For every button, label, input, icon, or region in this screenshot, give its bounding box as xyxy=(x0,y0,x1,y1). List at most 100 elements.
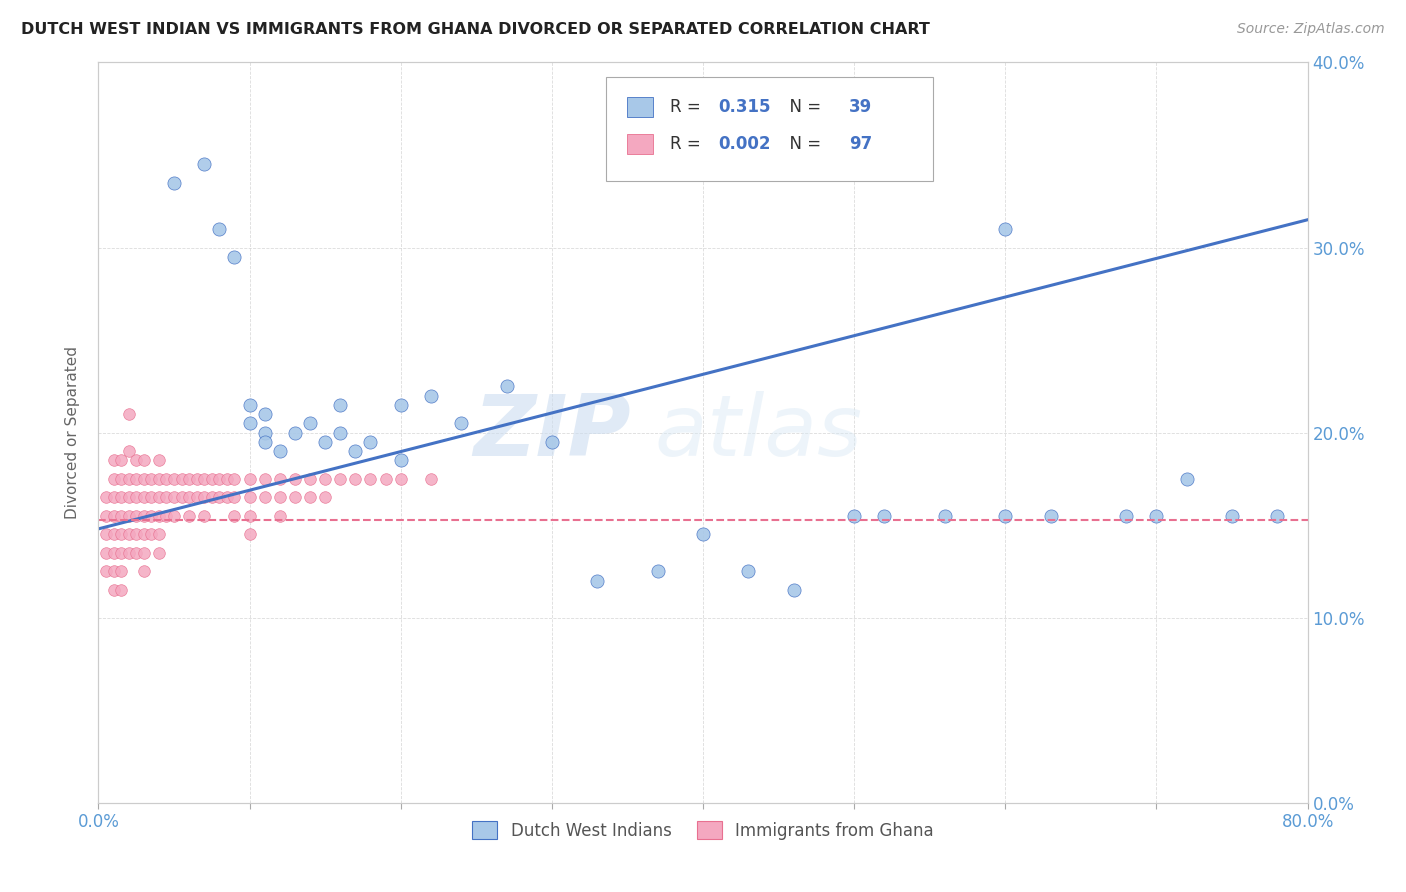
Point xyxy=(314,491,336,505)
Point xyxy=(103,546,125,560)
Point xyxy=(179,472,201,486)
Point xyxy=(647,565,669,579)
Point xyxy=(208,472,231,486)
Point xyxy=(110,565,132,579)
Point xyxy=(125,472,148,486)
Point xyxy=(329,425,352,440)
Point xyxy=(148,546,170,560)
Legend: Dutch West Indians, Immigrants from Ghana: Dutch West Indians, Immigrants from Ghan… xyxy=(465,814,941,847)
Point xyxy=(329,398,352,412)
Point xyxy=(1175,472,1198,486)
Point xyxy=(692,527,714,541)
Point xyxy=(148,527,170,541)
Point xyxy=(1220,508,1243,523)
Point xyxy=(201,472,224,486)
Point xyxy=(269,491,291,505)
Point xyxy=(994,508,1017,523)
Point xyxy=(118,472,141,486)
Point xyxy=(118,491,141,505)
Point xyxy=(141,491,163,505)
Point xyxy=(374,472,396,486)
Point xyxy=(208,491,231,505)
Point xyxy=(118,444,141,458)
Point xyxy=(170,472,193,486)
Point xyxy=(110,491,132,505)
Point xyxy=(125,527,148,541)
Point xyxy=(873,508,896,523)
Point xyxy=(186,491,208,505)
Point xyxy=(269,472,291,486)
Text: atlas: atlas xyxy=(655,391,863,475)
Point xyxy=(118,508,141,523)
Point xyxy=(208,222,231,236)
Point xyxy=(125,508,148,523)
Point xyxy=(844,508,866,523)
Point xyxy=(179,491,201,505)
Point xyxy=(239,398,262,412)
Point xyxy=(253,425,276,440)
Point xyxy=(253,407,276,421)
Point xyxy=(103,565,125,579)
Point xyxy=(420,472,443,486)
Text: Source: ZipAtlas.com: Source: ZipAtlas.com xyxy=(1237,22,1385,37)
Point xyxy=(193,508,215,523)
Point xyxy=(224,491,246,505)
Point xyxy=(132,453,155,467)
Point xyxy=(269,444,291,458)
Point xyxy=(389,472,412,486)
Point xyxy=(1144,508,1167,523)
Text: N =: N = xyxy=(779,135,827,153)
Point xyxy=(118,527,141,541)
Point xyxy=(269,508,291,523)
Point xyxy=(224,508,246,523)
Point xyxy=(163,176,186,190)
Point xyxy=(540,434,562,449)
Text: 97: 97 xyxy=(849,135,873,153)
Point xyxy=(148,508,170,523)
Point xyxy=(110,546,132,560)
Point xyxy=(110,472,132,486)
Point xyxy=(495,379,517,393)
Point xyxy=(344,444,367,458)
Point xyxy=(141,527,163,541)
Point xyxy=(148,472,170,486)
Text: 0.002: 0.002 xyxy=(718,135,772,153)
Point xyxy=(215,491,238,505)
Point xyxy=(239,491,262,505)
Point xyxy=(132,508,155,523)
Point xyxy=(1115,508,1137,523)
Point xyxy=(118,546,141,560)
Point xyxy=(253,491,276,505)
Point xyxy=(239,508,262,523)
Point xyxy=(155,508,177,523)
Point xyxy=(103,527,125,541)
Point xyxy=(125,491,148,505)
Point xyxy=(132,546,155,560)
Point xyxy=(125,453,148,467)
Point xyxy=(163,472,186,486)
Point xyxy=(141,472,163,486)
Point xyxy=(299,417,322,431)
Point xyxy=(186,472,208,486)
Point xyxy=(314,434,336,449)
Point xyxy=(239,527,262,541)
Point xyxy=(103,491,125,505)
Text: DUTCH WEST INDIAN VS IMMIGRANTS FROM GHANA DIVORCED OR SEPARATED CORRELATION CHA: DUTCH WEST INDIAN VS IMMIGRANTS FROM GHA… xyxy=(21,22,929,37)
Point xyxy=(110,527,132,541)
Point xyxy=(224,472,246,486)
Point xyxy=(284,425,307,440)
Point xyxy=(450,417,472,431)
Point xyxy=(155,472,177,486)
Point xyxy=(125,546,148,560)
Point xyxy=(141,508,163,523)
Point xyxy=(132,491,155,505)
Point xyxy=(239,417,262,431)
Text: 39: 39 xyxy=(849,98,873,116)
Point xyxy=(163,508,186,523)
Y-axis label: Divorced or Separated: Divorced or Separated xyxy=(65,346,80,519)
Point xyxy=(344,472,367,486)
Point xyxy=(193,491,215,505)
Point xyxy=(360,434,382,449)
Point xyxy=(389,453,412,467)
Point xyxy=(163,491,186,505)
